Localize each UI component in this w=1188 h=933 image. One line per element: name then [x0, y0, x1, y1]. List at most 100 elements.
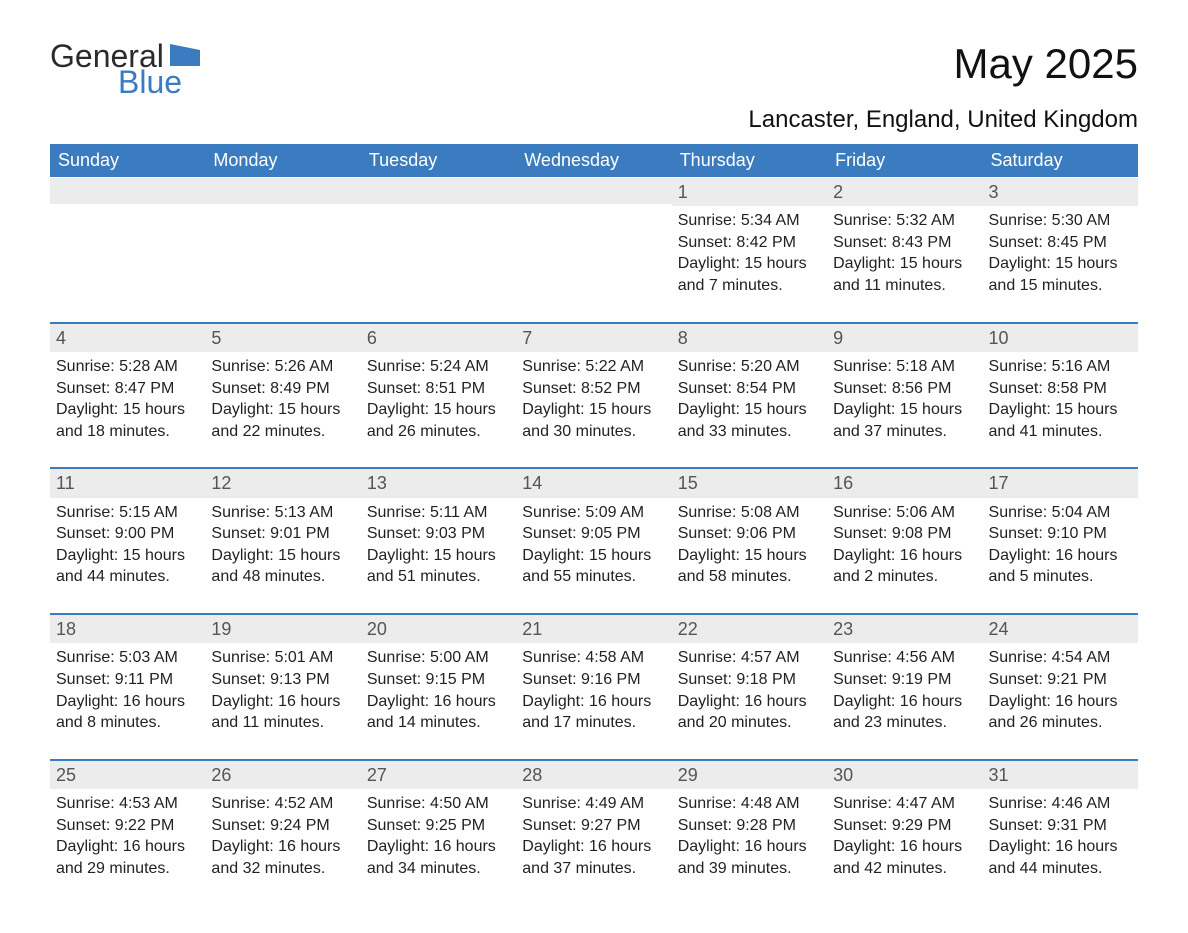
day-cell: 30Sunrise: 4:47 AMSunset: 9:29 PMDayligh… — [827, 759, 982, 904]
sunrise-line: Sunrise: 5:22 AM — [522, 356, 665, 378]
sunrise-line: Sunrise: 5:26 AM — [211, 356, 354, 378]
day-number — [361, 178, 516, 204]
daylight-line: Daylight: 15 hours and 51 minutes. — [367, 545, 510, 588]
day-cell: 17Sunrise: 5:04 AMSunset: 9:10 PMDayligh… — [983, 467, 1138, 612]
day-cell: 5Sunrise: 5:26 AMSunset: 8:49 PMDaylight… — [205, 322, 360, 467]
day-cell: 20Sunrise: 5:00 AMSunset: 9:15 PMDayligh… — [361, 613, 516, 758]
sunset-line: Sunset: 9:24 PM — [211, 815, 354, 837]
logo-word-blue: Blue — [118, 66, 200, 98]
weekday-header: Thursday — [672, 144, 827, 177]
day-number — [516, 178, 671, 204]
day-cell: 22Sunrise: 4:57 AMSunset: 9:18 PMDayligh… — [672, 613, 827, 758]
weekday-header-row: Sunday Monday Tuesday Wednesday Thursday… — [50, 144, 1138, 177]
day-cell: 4Sunrise: 5:28 AMSunset: 8:47 PMDaylight… — [50, 322, 205, 467]
day-cell: 1Sunrise: 5:34 AMSunset: 8:42 PMDaylight… — [672, 178, 827, 321]
day-cell — [361, 178, 516, 321]
calendar: Sunday Monday Tuesday Wednesday Thursday… — [50, 144, 1138, 903]
daylight-line: Daylight: 16 hours and 34 minutes. — [367, 836, 510, 879]
week-row: 4Sunrise: 5:28 AMSunset: 8:47 PMDaylight… — [50, 321, 1138, 467]
sunrise-line: Sunrise: 5:32 AM — [833, 210, 976, 232]
daylight-line: Daylight: 15 hours and 7 minutes. — [678, 253, 821, 296]
day-cell: 19Sunrise: 5:01 AMSunset: 9:13 PMDayligh… — [205, 613, 360, 758]
sunrise-line: Sunrise: 5:28 AM — [56, 356, 199, 378]
sunrise-line: Sunrise: 4:49 AM — [522, 793, 665, 815]
daylight-line: Daylight: 16 hours and 39 minutes. — [678, 836, 821, 879]
sunrise-line: Sunrise: 5:04 AM — [989, 502, 1132, 524]
sunset-line: Sunset: 8:58 PM — [989, 378, 1132, 400]
sunset-line: Sunset: 9:06 PM — [678, 523, 821, 545]
day-cell: 27 Sunrise: 4:50 AMSunset: 9:25 PMDayligh… — [361, 759, 516, 904]
day-cell: 23Sunrise: 4:56 AMSunset: 9:19 PMDayligh… — [827, 613, 982, 758]
sunset-line: Sunset: 9:21 PM — [989, 669, 1132, 691]
sunset-line: Sunset: 9:28 PM — [678, 815, 821, 837]
day-number: 17 — [983, 467, 1138, 497]
weekday-header: Tuesday — [361, 144, 516, 177]
day-cell: 10Sunrise: 5:16 AMSunset: 8:58 PMDayligh… — [983, 322, 1138, 467]
sunrise-line: Sunrise: 4:52 AM — [211, 793, 354, 815]
day-number: 19 — [205, 613, 360, 643]
daylight-line: Daylight: 16 hours and 14 minutes. — [367, 691, 510, 734]
header: General Blue May 2025 Lancaster, England… — [50, 40, 1138, 134]
sunset-line: Sunset: 8:43 PM — [833, 232, 976, 254]
day-number: 21 — [516, 613, 671, 643]
sunset-line: Sunset: 9:22 PM — [56, 815, 199, 837]
sunset-line: Sunset: 8:45 PM — [989, 232, 1132, 254]
day-number — [205, 178, 360, 204]
sunrise-line: Sunrise: 5:18 AM — [833, 356, 976, 378]
day-cell — [516, 178, 671, 321]
day-cell: 9Sunrise: 5:18 AMSunset: 8:56 PMDaylight… — [827, 322, 982, 467]
sunrise-line: Sunrise: 4:50 AM — [367, 793, 510, 815]
sunset-line: Sunset: 9:05 PM — [522, 523, 665, 545]
daylight-line: Daylight: 16 hours and 42 minutes. — [833, 836, 976, 879]
daylight-line: Daylight: 15 hours and 48 minutes. — [211, 545, 354, 588]
day-cell: 14Sunrise: 5:09 AMSunset: 9:05 PMDayligh… — [516, 467, 671, 612]
day-cell: 26Sunrise: 4:52 AMSunset: 9:24 PMDayligh… — [205, 759, 360, 904]
weekday-header: Monday — [205, 144, 360, 177]
day-number: 25 — [50, 759, 205, 789]
title-block: May 2025 Lancaster, England, United King… — [748, 40, 1138, 134]
day-number: 8 — [672, 322, 827, 352]
sunrise-line: Sunrise: 5:16 AM — [989, 356, 1132, 378]
day-number: 27 — [361, 759, 516, 789]
sunset-line: Sunset: 8:56 PM — [833, 378, 976, 400]
daylight-line: Daylight: 15 hours and 44 minutes. — [56, 545, 199, 588]
sunset-line: Sunset: 9:25 PM — [367, 815, 510, 837]
day-number: 11 — [50, 467, 205, 497]
day-cell: 28Sunrise: 4:49 AMSunset: 9:27 PMDayligh… — [516, 759, 671, 904]
daylight-line: Daylight: 16 hours and 11 minutes. — [211, 691, 354, 734]
day-cell: 6Sunrise: 5:24 AMSunset: 8:51 PMDaylight… — [361, 322, 516, 467]
daylight-line: Daylight: 16 hours and 2 minutes. — [833, 545, 976, 588]
daylight-line: Daylight: 16 hours and 5 minutes. — [989, 545, 1132, 588]
sunrise-line: Sunrise: 4:54 AM — [989, 647, 1132, 669]
daylight-line: Daylight: 16 hours and 23 minutes. — [833, 691, 976, 734]
sunset-line: Sunset: 9:11 PM — [56, 669, 199, 691]
day-cell: 7Sunrise: 5:22 AMSunset: 8:52 PMDaylight… — [516, 322, 671, 467]
weekday-header: Friday — [827, 144, 982, 177]
sunrise-line: Sunrise: 5:13 AM — [211, 502, 354, 524]
sunrise-line: Sunrise: 4:48 AM — [678, 793, 821, 815]
day-number: 18 — [50, 613, 205, 643]
day-cell: 3Sunrise: 5:30 AMSunset: 8:45 PMDaylight… — [983, 178, 1138, 321]
day-number: 4 — [50, 322, 205, 352]
daylight-line: Daylight: 15 hours and 11 minutes. — [833, 253, 976, 296]
sunrise-line: Sunrise: 5:24 AM — [367, 356, 510, 378]
daylight-line: Daylight: 16 hours and 20 minutes. — [678, 691, 821, 734]
day-number: 29 — [672, 759, 827, 789]
day-number: 13 — [361, 467, 516, 497]
day-number: 10 — [983, 322, 1138, 352]
sunrise-line: Sunrise: 4:53 AM — [56, 793, 199, 815]
day-number: 9 — [827, 322, 982, 352]
logo-flag-icon — [170, 44, 200, 66]
day-cell: 8Sunrise: 5:20 AMSunset: 8:54 PMDaylight… — [672, 322, 827, 467]
sunset-line: Sunset: 9:18 PM — [678, 669, 821, 691]
day-number: 26 — [205, 759, 360, 789]
sunrise-line: Sunrise: 5:01 AM — [211, 647, 354, 669]
sunrise-line: Sunrise: 4:56 AM — [833, 647, 976, 669]
day-number: 22 — [672, 613, 827, 643]
day-cell: 29 Sunrise: 4:48 AMSunset: 9:28 PMDayligh… — [672, 759, 827, 904]
day-number: 16 — [827, 467, 982, 497]
daylight-line: Daylight: 15 hours and 55 minutes. — [522, 545, 665, 588]
sunset-line: Sunset: 9:15 PM — [367, 669, 510, 691]
logo: General Blue — [50, 40, 200, 98]
sunrise-line: Sunrise: 4:46 AM — [989, 793, 1132, 815]
